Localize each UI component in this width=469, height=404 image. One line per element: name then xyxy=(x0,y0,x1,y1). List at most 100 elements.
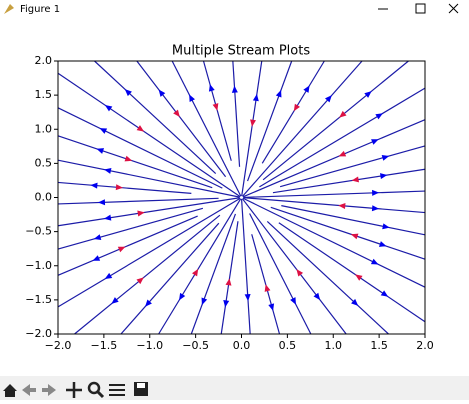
title-bar xyxy=(0,0,469,18)
stream-arrow xyxy=(124,89,132,97)
stream-arrow xyxy=(96,148,105,154)
streamline xyxy=(242,119,426,198)
stream-arrow xyxy=(339,110,347,118)
stream-arrow xyxy=(250,119,256,127)
stream-arrow xyxy=(179,292,186,301)
stream-arrow xyxy=(189,94,195,103)
streamline xyxy=(270,206,426,260)
close-button[interactable] xyxy=(448,3,459,14)
y-tick-label: −2.0 xyxy=(25,327,52,340)
stream-arrow xyxy=(208,84,215,92)
stream-arrow xyxy=(90,182,98,189)
forward-button[interactable] xyxy=(42,384,56,396)
stream-arrow xyxy=(370,258,379,265)
streamline xyxy=(57,197,219,205)
stream-arrow xyxy=(350,233,359,240)
streamline xyxy=(242,60,363,197)
home-button[interactable] xyxy=(3,384,17,397)
stream-arrow xyxy=(364,91,372,98)
stream-arrow xyxy=(351,176,360,183)
streamline xyxy=(241,60,263,197)
stream-arrow xyxy=(252,93,259,102)
configure-button[interactable] xyxy=(109,384,125,396)
streamline xyxy=(120,222,220,335)
stream-arrow xyxy=(378,241,387,247)
stream-arrow xyxy=(379,173,388,180)
stream-arrow xyxy=(97,199,106,206)
stream-arrow xyxy=(338,150,347,157)
stream-arrow xyxy=(313,292,321,301)
streamline xyxy=(241,198,347,335)
stream-arrow xyxy=(268,303,275,311)
streamline xyxy=(272,168,426,194)
pan-button[interactable] xyxy=(66,382,82,398)
app-icon xyxy=(4,4,14,14)
streamline xyxy=(57,215,198,276)
stream-arrow xyxy=(115,184,123,191)
window-title: Figure 1 xyxy=(20,4,60,15)
streamline xyxy=(278,222,426,323)
x-tick-label: 2.0 xyxy=(416,339,434,352)
streamline xyxy=(57,181,192,194)
stream-arrow xyxy=(145,299,152,307)
stream-arrow xyxy=(104,272,113,280)
streamline xyxy=(261,60,325,164)
y-tick-label: −1.0 xyxy=(25,259,52,272)
back-button[interactable] xyxy=(22,384,36,396)
stream-arrow xyxy=(244,293,251,302)
zoom-button[interactable] xyxy=(87,381,101,395)
streamline xyxy=(262,60,409,181)
stream-arrow xyxy=(324,95,332,103)
stream-arrow xyxy=(117,246,126,253)
streamline xyxy=(171,60,242,197)
toolbar xyxy=(0,376,469,400)
x-tick-label: −1.0 xyxy=(136,339,163,352)
streamline xyxy=(249,213,312,335)
stream-arrow xyxy=(380,290,389,297)
streamline xyxy=(246,60,293,182)
maximize-button[interactable] xyxy=(415,3,426,14)
stream-arrow xyxy=(371,205,380,212)
streamline xyxy=(57,135,213,189)
stream-arrow xyxy=(212,103,219,111)
axes-frame xyxy=(57,60,426,335)
streamline xyxy=(136,60,227,178)
stream-arrow xyxy=(124,155,133,162)
y-tick-label: −0.5 xyxy=(25,225,52,238)
streamline xyxy=(242,197,426,288)
streamline xyxy=(158,198,242,335)
stream-arrow xyxy=(351,298,359,306)
y-tick-label: 1.5 xyxy=(35,88,53,101)
x-tick-label: 0.5 xyxy=(279,339,297,352)
streamline xyxy=(57,197,241,308)
streamline xyxy=(74,214,221,335)
stream-arrow xyxy=(136,125,145,132)
stream-arrow xyxy=(173,109,180,118)
stream-arrow xyxy=(372,189,380,196)
y-tick-label: 1.0 xyxy=(35,122,53,135)
streamline xyxy=(251,234,281,335)
streamline xyxy=(57,72,241,198)
stream-arrow xyxy=(201,297,208,306)
stream-arrow xyxy=(371,139,379,145)
chart-title: Multiple Stream Plots xyxy=(172,44,310,59)
x-tick-label: 1.5 xyxy=(370,339,388,352)
stream-arrow xyxy=(93,234,102,241)
stream-arrow xyxy=(355,274,363,281)
stream-arrow xyxy=(137,210,145,217)
streamline xyxy=(281,205,426,236)
y-tick-label: 0.0 xyxy=(35,191,53,204)
stream-arrow xyxy=(303,85,310,93)
stream-arrow xyxy=(275,89,282,98)
y-tick-label: 2.0 xyxy=(35,54,53,67)
save-icon-label xyxy=(137,383,145,388)
streamline xyxy=(232,60,241,167)
stream-arrow xyxy=(136,277,144,285)
streamline xyxy=(243,190,426,199)
stream-arrow xyxy=(103,167,112,174)
x-tick-label: −1.5 xyxy=(91,339,118,352)
streamline xyxy=(259,87,426,188)
stream-arrow xyxy=(103,214,112,221)
stream-arrow xyxy=(381,154,390,161)
